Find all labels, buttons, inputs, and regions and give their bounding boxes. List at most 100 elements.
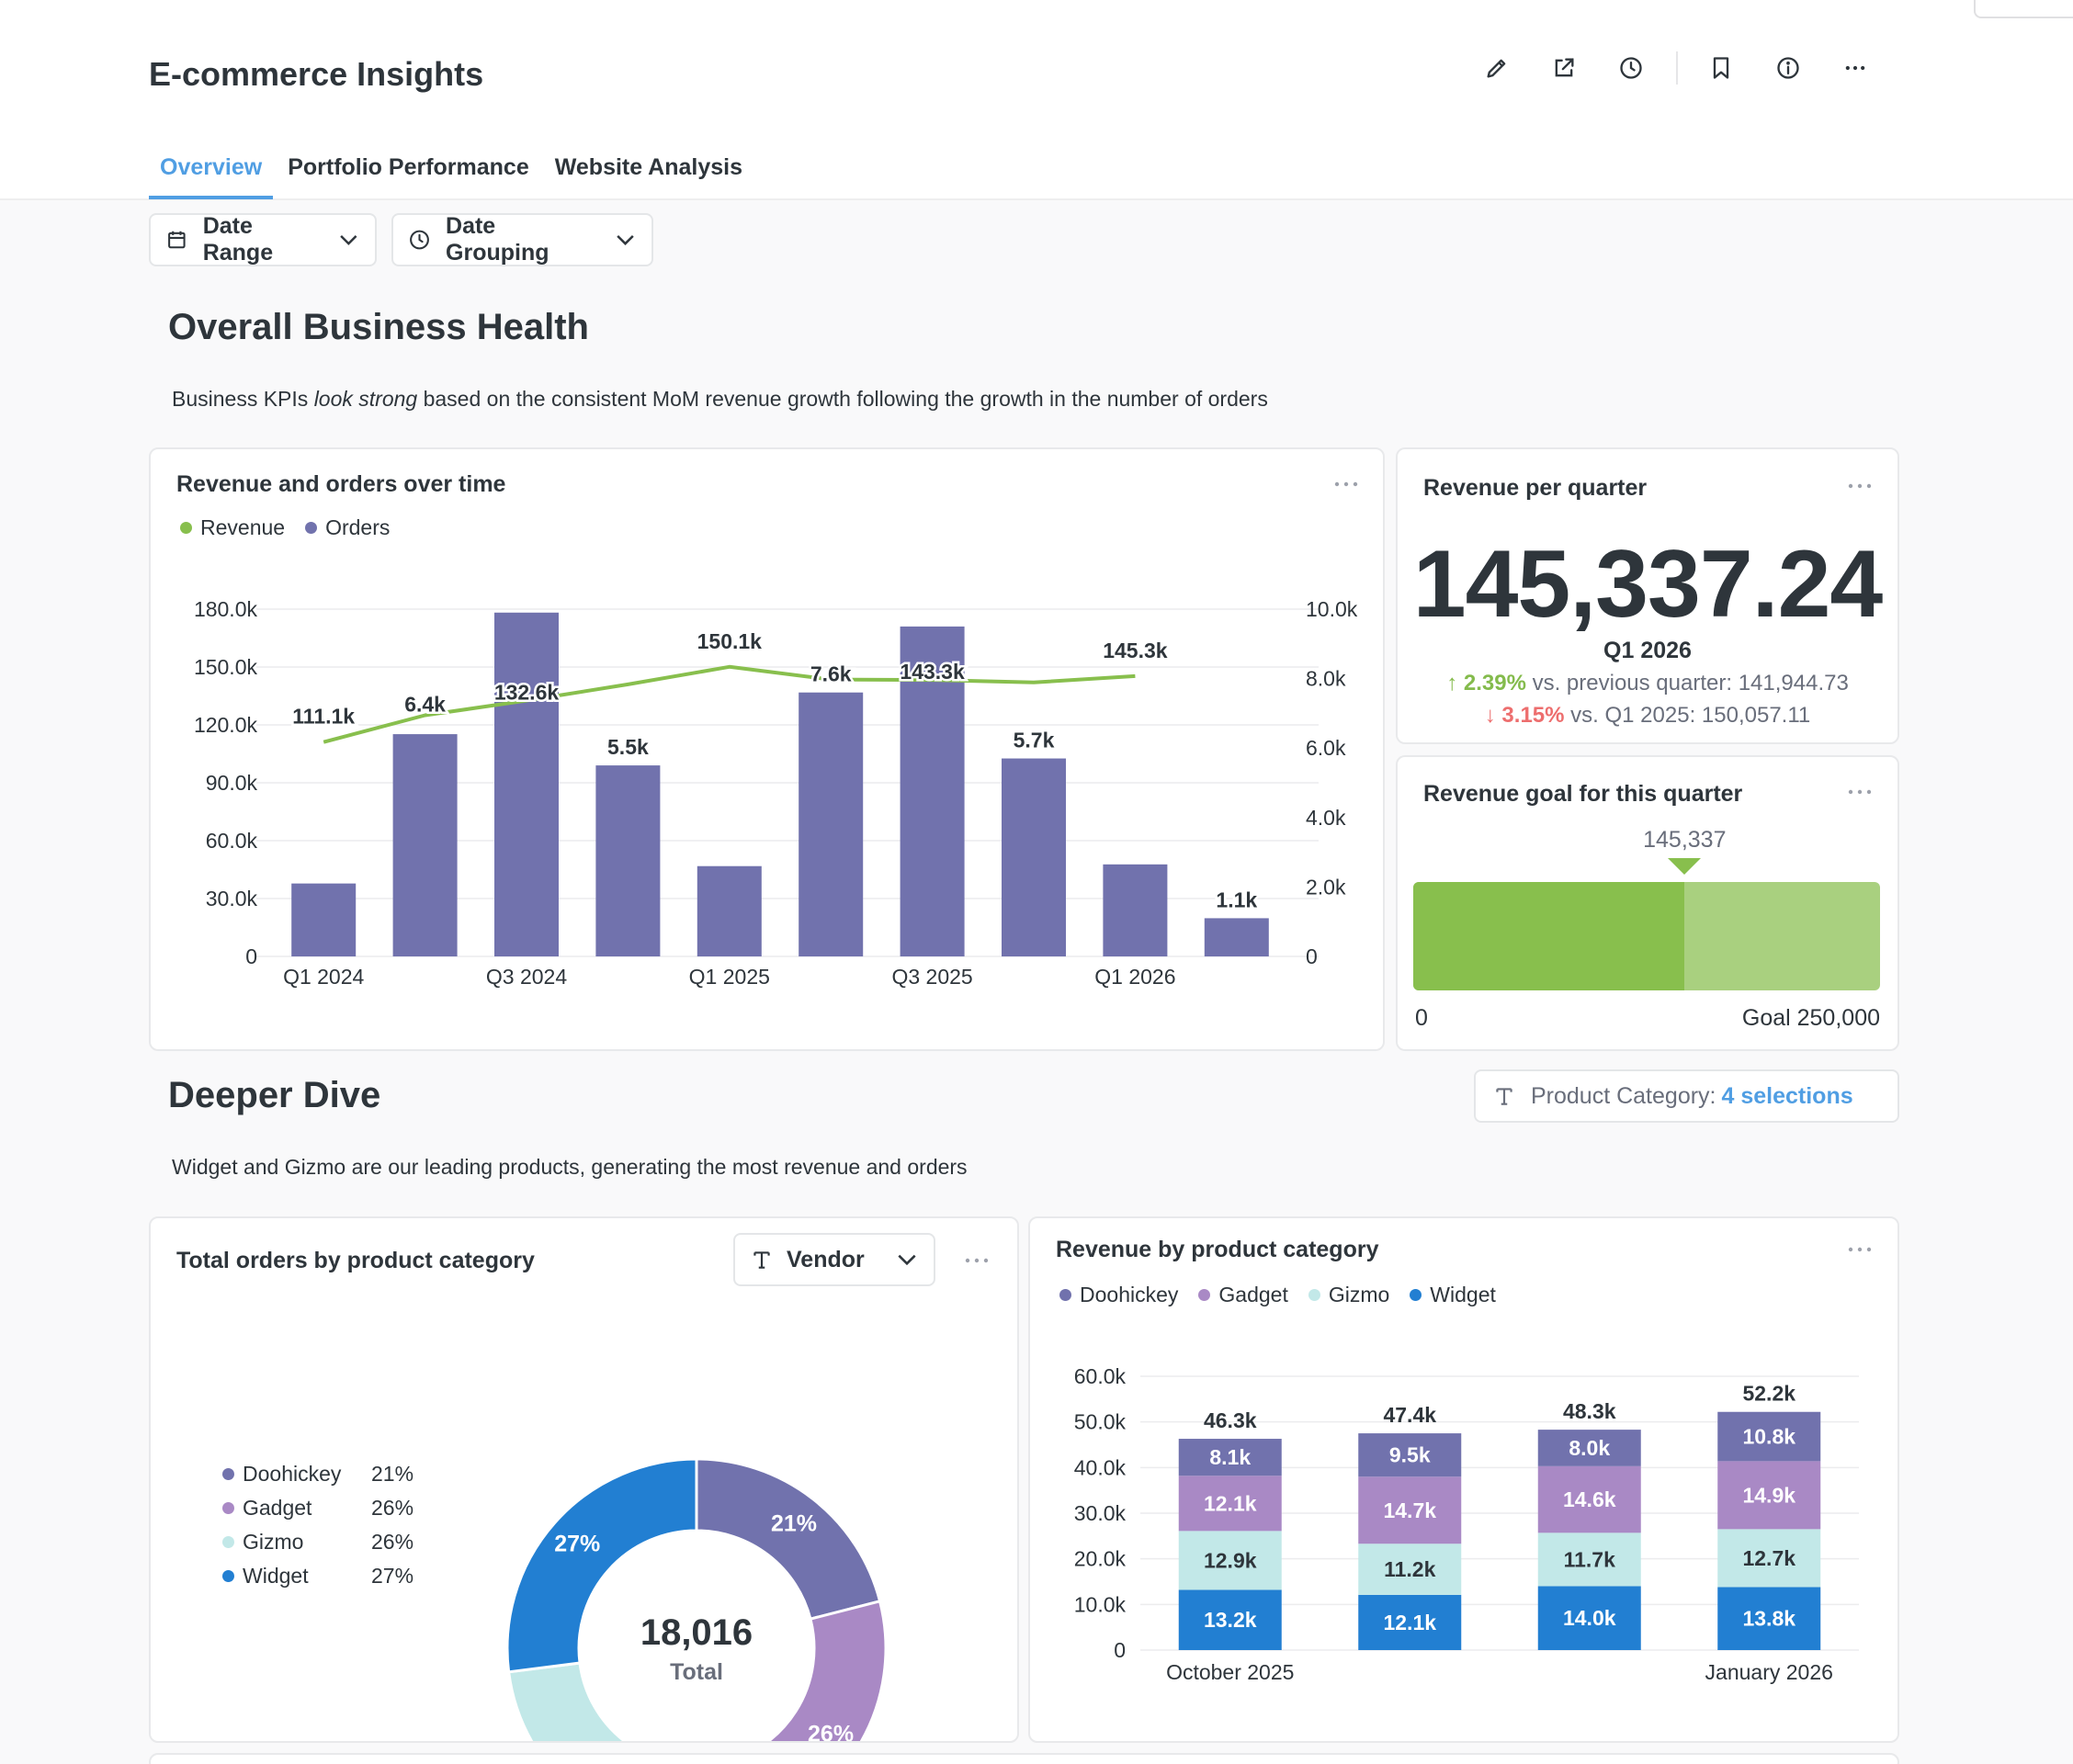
bar-segment-gizmo: [1358, 1544, 1462, 1595]
orders-bar: [697, 865, 762, 956]
bar-segment-label: 12.7k: [1742, 1546, 1795, 1570]
revenue-orders-chart: 0 30.0k 60.0k 90.0k 120.0k 150.0k 180.0k 0 2.0k 4…: [194, 597, 1358, 989]
orders-data-label: 5.7k: [1014, 729, 1055, 752]
pie-legend: Doohickey 21% Gadget 26% Gizmo 26% Widget 27…: [222, 1457, 413, 1593]
card-menu-button[interactable]: [1844, 783, 1875, 801]
goal-progress-bar: [1413, 882, 1880, 990]
header-divider: [1676, 51, 1678, 85]
card-menu-button[interactable]: [1844, 1240, 1875, 1259]
revenue-data-label: 145.3k: [1103, 639, 1168, 662]
goal-max-label: Goal 250,000: [1741, 1005, 1880, 1031]
history-button[interactable]: [1609, 46, 1653, 90]
chevron-down-icon: [898, 1254, 916, 1266]
legend-item-gadget[interactable]: Gadget 26%: [222, 1491, 413, 1525]
y-axis-left-tick: 30.0k: [206, 887, 258, 910]
clock-icon: [1620, 57, 1642, 79]
legend-percent: 27%: [371, 1564, 414, 1588]
calendar-icon: [168, 231, 186, 249]
bar-total-label: 47.4k: [1383, 1403, 1436, 1427]
card-menu-button[interactable]: [961, 1251, 992, 1270]
bar-segment-label: 12.1k: [1383, 1611, 1436, 1634]
description-text-end: based on the consistent MoM revenue grow…: [417, 387, 1268, 411]
description-text-emphasis: look strong: [313, 387, 418, 411]
product-category-filter[interactable]: Product Category: 4 selections: [1474, 1069, 1899, 1123]
revenue-data-label: 111.1k: [292, 705, 355, 729]
card-title: Revenue goal for this quarter: [1423, 781, 1743, 807]
donut-slice-label: 21%: [771, 1510, 817, 1536]
date-range-filter[interactable]: Date Range: [149, 213, 377, 266]
edit-button[interactable]: [1475, 46, 1519, 90]
donut-slice-label: 27%: [554, 1532, 600, 1557]
dashboard-header: E-commerce Insights Overview Portfolio P…: [0, 0, 2073, 200]
x-axis-tick: Q1 2024: [283, 965, 364, 989]
card-menu-button[interactable]: [1331, 475, 1362, 493]
legend-item-gadget[interactable]: Gadget: [1198, 1283, 1288, 1307]
info-button[interactable]: [1766, 46, 1810, 90]
y-axis-right-tick: 6.0k: [1306, 736, 1346, 760]
legend-item-doohickey[interactable]: Doohickey 21%: [222, 1457, 413, 1491]
tab-portfolio-performance[interactable]: Portfolio Performance: [288, 154, 529, 180]
donut-center-value: 18,016: [640, 1612, 753, 1653]
orders-bar: [1204, 918, 1269, 956]
bar-segment-gadget: [1537, 1465, 1641, 1533]
legend-item-doohickey[interactable]: Doohickey: [1059, 1283, 1178, 1307]
revenue-per-quarter-card: Revenue per quarter 145,337.24 Q1 2026 ↑…: [1396, 447, 1899, 744]
y-axis-tick: 60.0k: [1074, 1364, 1127, 1388]
product-category-label: Product Category:: [1531, 1082, 1716, 1109]
goal-current-label: 145,337: [1643, 827, 1727, 853]
y-axis-left-tick: 120.0k: [194, 713, 258, 737]
comparison-percent: 2.39%: [1463, 671, 1526, 695]
revenue-data-label: 132.6k: [494, 681, 560, 705]
ellipsis-icon: [1848, 789, 1872, 795]
y-axis-tick: 20.0k: [1074, 1547, 1127, 1571]
legend-item-revenue[interactable]: Revenue: [180, 515, 285, 540]
vendor-filter-label: Vendor: [787, 1246, 865, 1272]
bar-segment-doohickey: [1717, 1411, 1821, 1462]
chart-legend: Doohickey Gadget Gizmo Widget: [1059, 1283, 1516, 1307]
bar-segment-label: 11.7k: [1564, 1547, 1615, 1571]
y-axis-tick: 40.0k: [1074, 1455, 1127, 1479]
legend-item-gizmo[interactable]: Gizmo: [1308, 1283, 1389, 1307]
bookmark-button[interactable]: [1699, 46, 1743, 90]
legend-item-widget[interactable]: Widget: [1410, 1283, 1496, 1307]
orders-bar: [291, 883, 357, 956]
bar-segment-widget: [1178, 1589, 1282, 1650]
bar-segment-gizmo: [1178, 1531, 1282, 1590]
tab-overview[interactable]: Overview: [149, 147, 274, 199]
more-options-button[interactable]: [1833, 46, 1877, 90]
section-description-deeper-dive: Widget and Gizmo are our leading product…: [172, 1155, 968, 1179]
y-axis-tick: 10.0k: [1074, 1592, 1127, 1616]
comparison-value: 150,057.11: [1701, 703, 1811, 728]
share-button[interactable]: [1542, 46, 1586, 90]
legend-dot: [1410, 1289, 1422, 1301]
card-title: Revenue per quarter: [1423, 475, 1648, 501]
legend-item-orders[interactable]: Orders: [305, 515, 390, 540]
legend-percent: 26%: [371, 1530, 414, 1554]
vendor-filter[interactable]: Vendor: [733, 1233, 935, 1286]
arrow-up-icon: ↑: [1446, 671, 1458, 695]
orders-bar: [392, 734, 458, 956]
card-menu-button[interactable]: [1844, 477, 1875, 495]
legend-item-gizmo[interactable]: Gizmo 26%: [222, 1525, 413, 1559]
top-right-corner-tab[interactable]: [1974, 0, 2073, 18]
bar-segment-label: 14.9k: [1742, 1483, 1795, 1507]
tab-website-analysis[interactable]: Website Analysis: [554, 154, 742, 180]
ellipsis-icon: [1848, 483, 1872, 489]
donut-center-label: Total: [670, 1659, 723, 1685]
y-axis-right-tick: 8.0k: [1306, 667, 1346, 691]
y-axis-left-tick: 60.0k: [206, 829, 258, 853]
bar-segment-label: 14.6k: [1563, 1487, 1616, 1511]
legend-dot: [222, 1502, 234, 1514]
product-category-value: 4 selections: [1721, 1082, 1853, 1109]
legend-dot: [305, 522, 318, 534]
donut-slice-doohickey: [695, 1457, 882, 1621]
legend-item-widget[interactable]: Widget 27%: [222, 1559, 413, 1593]
kpi-period: Q1 2026: [1603, 638, 1692, 663]
bar-total-label: 48.3k: [1563, 1399, 1616, 1423]
orders-data-label: 5.5k: [607, 735, 649, 759]
kpi-comparison-previous: ↑ 2.39% vs. previous quarter: 141,944.73: [1398, 671, 1897, 696]
dashboard-tabs: Overview Portfolio Performance Website A…: [149, 147, 757, 199]
legend-label: Gadget: [243, 1496, 312, 1520]
card-title: Revenue by product category: [1056, 1237, 1379, 1262]
date-grouping-filter[interactable]: Date Grouping: [391, 213, 653, 266]
